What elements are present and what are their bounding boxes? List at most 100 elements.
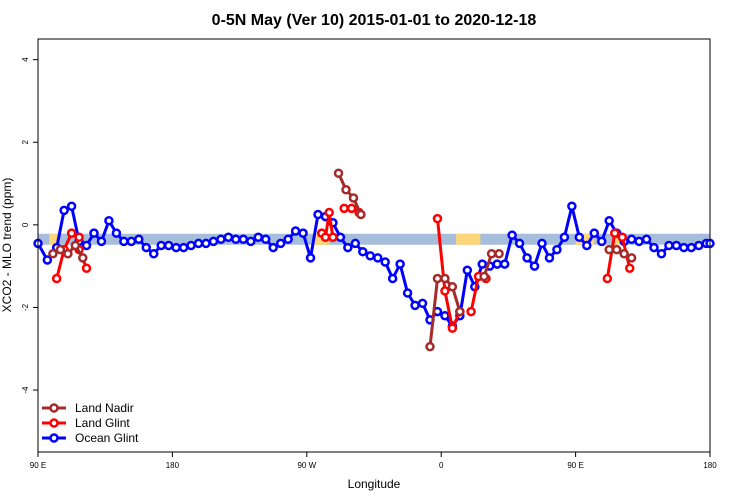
- data-point-land-nadir: [55, 244, 66, 255]
- data-point-ocean-glint: [343, 242, 353, 253]
- y-tick-label: -2: [21, 303, 30, 311]
- data-point-ocean-glint: [671, 240, 682, 251]
- data-point-land-nadir: [432, 273, 443, 284]
- data-point-ocean-glint: [89, 228, 99, 238]
- data-point-ocean-glint: [417, 298, 428, 309]
- data-point-ocean-glint: [290, 226, 301, 236]
- data-point-ocean-glint: [679, 242, 689, 253]
- data-point-ocean-glint: [305, 253, 316, 263]
- x-tick-label: 90 W: [297, 461, 316, 470]
- data-point-ocean-glint: [365, 251, 376, 261]
- data-point-land-nadir: [48, 249, 58, 259]
- x-axis-label: Longitude: [348, 477, 401, 491]
- data-point-ocean-glint: [589, 228, 600, 238]
- data-point-ocean-glint: [395, 259, 405, 269]
- data-point-ocean-glint: [193, 238, 204, 249]
- data-point-ocean-glint: [641, 234, 652, 245]
- series-land-nadir: [48, 168, 637, 352]
- data-point-ocean-glint: [499, 259, 510, 269]
- data-point-ocean-glint: [208, 236, 219, 247]
- data-point-ocean-glint: [298, 228, 308, 238]
- data-point-land-glint: [74, 232, 84, 242]
- data-point-ocean-glint: [253, 232, 264, 242]
- y-axis-label: XCO2 - MLO trend (ppm): [0, 178, 14, 313]
- data-point-ocean-glint: [156, 240, 166, 251]
- data-point-land-nadir: [479, 271, 489, 282]
- legend-marker-land-nadir: [49, 403, 59, 413]
- data-point-ocean-glint: [186, 240, 196, 251]
- data-point-land-nadir: [440, 273, 450, 284]
- data-point-ocean-glint: [42, 255, 53, 265]
- data-point-land-glint: [432, 213, 443, 224]
- data-point-ocean-glint: [440, 310, 450, 321]
- data-point-ocean-glint: [283, 234, 293, 245]
- data-point-ocean-glint: [574, 232, 585, 242]
- data-point-ocean-glint: [358, 246, 368, 257]
- data-point-ocean-glint: [81, 240, 92, 251]
- data-point-land-nadir: [486, 249, 497, 259]
- data-point-ocean-glint: [96, 236, 107, 247]
- x-tick-label: 90 E: [30, 461, 46, 470]
- x-tick-label: 180: [166, 461, 180, 470]
- data-point-ocean-glint: [552, 244, 562, 255]
- data-point-ocean-glint: [537, 238, 547, 249]
- data-point-ocean-glint: [477, 259, 488, 269]
- legend-label-ocean-glint: Ocean Glint: [75, 431, 139, 445]
- series-line-land-glint-4: [436, 218, 462, 330]
- data-point-ocean-glint: [350, 238, 361, 249]
- y-tick-label: -4: [21, 386, 30, 394]
- data-point-ocean-glint: [119, 236, 129, 247]
- data-point-ocean-glint: [163, 240, 174, 251]
- data-point-ocean-glint: [559, 232, 570, 242]
- data-point-land-nadir: [494, 249, 504, 259]
- data-point-ocean-glint: [171, 242, 181, 253]
- data-point-land-glint: [346, 203, 357, 214]
- plot-frame: [37, 38, 711, 453]
- data-point-ocean-glint: [148, 249, 159, 259]
- data-point-ocean-glint: [507, 230, 517, 240]
- data-point-ocean-glint: [462, 265, 473, 276]
- y-tick-label: 0: [21, 222, 30, 227]
- data-point-ocean-glint: [231, 234, 241, 245]
- data-point-ocean-glint: [529, 261, 540, 271]
- data-point-ocean-glint: [402, 288, 413, 298]
- data-point-ocean-glint: [372, 253, 383, 263]
- legend-marker-land-glint: [49, 418, 59, 428]
- data-point-ocean-glint: [238, 234, 249, 245]
- data-point-land-nadir: [78, 253, 88, 263]
- data-point-ocean-glint: [604, 215, 614, 226]
- data-point-land-glint: [440, 286, 450, 296]
- data-point-ocean-glint: [104, 215, 114, 226]
- y-tick-label: 2: [21, 139, 30, 144]
- data-point-ocean-glint: [178, 242, 189, 253]
- data-point-land-nadir: [447, 282, 458, 292]
- data-point-land-glint: [328, 232, 338, 242]
- data-point-ocean-glint: [275, 238, 286, 249]
- data-point-ocean-glint: [141, 242, 152, 253]
- data-point-ocean-glint: [216, 234, 226, 245]
- data-point-land-glint: [66, 228, 77, 238]
- chart-title: 0-5N May (Ver 10) 2015-01-01 to 2020-12-…: [212, 12, 537, 29]
- data-point-land-nadir: [341, 184, 351, 195]
- data-point-land-nadir: [619, 249, 629, 259]
- data-point-land-nadir: [425, 341, 435, 352]
- x-tick-label: 180: [703, 461, 717, 470]
- data-point-land-glint: [466, 306, 476, 317]
- data-point-land-nadir: [63, 249, 73, 259]
- data-point-land-glint: [617, 232, 628, 242]
- data-point-ocean-glint: [656, 249, 667, 259]
- legend-label-land-glint: Land Glint: [75, 416, 130, 430]
- data-point-ocean-glint: [246, 236, 256, 247]
- data-point-ocean-glint: [664, 240, 674, 251]
- data-point-ocean-glint: [126, 236, 137, 247]
- data-point-ocean-glint: [694, 240, 704, 251]
- data-point-land-nadir: [348, 193, 359, 203]
- data-point-ocean-glint: [410, 300, 420, 311]
- series-ocean-glint: [33, 201, 715, 331]
- data-point-ocean-glint: [268, 242, 278, 253]
- data-point-ocean-glint: [260, 234, 271, 245]
- data-point-ocean-glint: [387, 273, 398, 284]
- data-point-land-glint: [339, 203, 349, 214]
